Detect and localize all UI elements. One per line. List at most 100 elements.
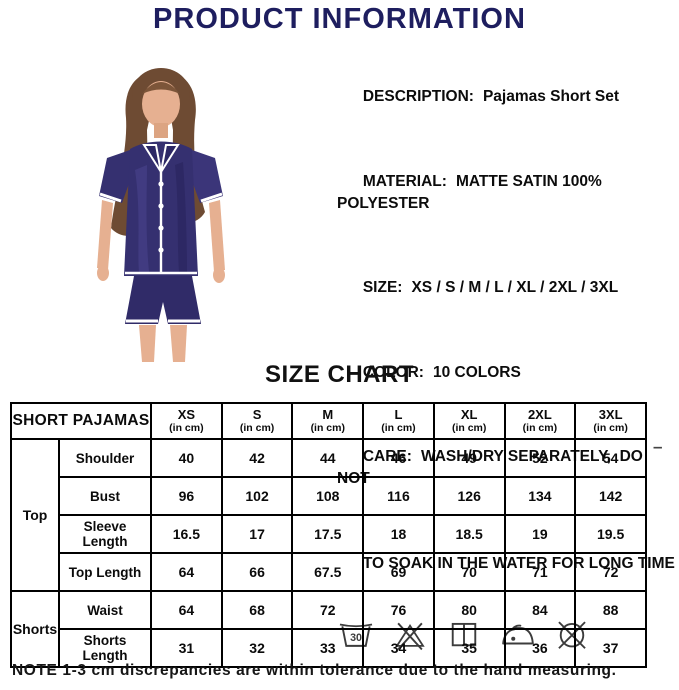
measurement-value: 72 xyxy=(291,590,365,630)
measurement-value: 37 xyxy=(574,628,647,668)
measurement-value: 96 xyxy=(150,476,223,516)
measurement-value: 64 xyxy=(150,590,223,630)
detail-label: DESCRIPTION: xyxy=(362,88,474,105)
measurement-value: 42 xyxy=(220,438,294,478)
measurement-value: 71 xyxy=(503,552,577,592)
arm-left xyxy=(97,200,113,270)
detail-material: MATERIAL: MATTE SATIN 100% POLYESTER xyxy=(337,149,675,237)
size-column-header: XS (in cm) xyxy=(150,402,223,440)
measurement-value: 49 xyxy=(432,438,506,478)
row-group-label: Shorts xyxy=(10,590,60,668)
table-row: Sleeve Length 16.5 17 17.5 18 18.5 19 19.5 xyxy=(11,514,647,554)
measurement-value: 44 xyxy=(291,438,365,478)
cuff-trim-right xyxy=(200,192,223,203)
lapel-left xyxy=(142,144,162,173)
size-column-header: M (in cm) xyxy=(291,402,365,440)
sleeve-left xyxy=(99,150,131,203)
size-column-header: XL (in cm) xyxy=(432,402,506,440)
dash-mark: – xyxy=(653,437,663,456)
measurement-value: 67.5 xyxy=(291,552,365,592)
measurement-value: 142 xyxy=(574,476,647,516)
size-column-header: L (in cm) xyxy=(362,402,435,440)
measurement-value: 16.5 xyxy=(150,514,223,554)
size-chart-title: SIZE CHART xyxy=(265,361,414,388)
neck xyxy=(154,123,168,138)
measurement-value: 80 xyxy=(432,590,506,630)
face xyxy=(142,81,180,127)
size-column-header: 2XL (in cm) xyxy=(503,402,577,440)
measurement-value: 40 xyxy=(150,438,223,478)
detail-value: 10 COLORS xyxy=(432,363,521,381)
measurement-value: 116 xyxy=(362,476,435,516)
detail-value: Pajamas Short Set xyxy=(482,88,620,105)
product-photo xyxy=(55,60,327,362)
detail-size: SIZE: XS / S / M / L / XL / 2XL / 3XL xyxy=(337,255,675,321)
measurement-value: 68 xyxy=(220,590,294,630)
measurement-value: 18 xyxy=(362,514,435,554)
button xyxy=(158,247,164,253)
size-column-header: 3XL (in cm) xyxy=(574,402,647,440)
measurement-value: 108 xyxy=(291,476,365,516)
table-row: Bust 96 102 108 116 126 134 142 xyxy=(11,476,647,516)
table-header-row: SHORT PAJAMAS XS (in cm) S (in cm) M (in cm) L(… xyxy=(9,402,647,440)
detail-label: MATERIAL: xyxy=(362,172,447,190)
hair-fringe xyxy=(142,82,180,94)
detail-label: COLOR: xyxy=(362,363,424,381)
satin-highlight xyxy=(135,165,149,272)
hand-left xyxy=(97,265,109,281)
lapel-right xyxy=(160,144,180,173)
table-row: Shorts Waist 64 68 72 76 80 84 88 xyxy=(10,590,647,668)
cuff-trim-left xyxy=(99,192,122,203)
detail-label: SIZE: xyxy=(362,279,403,296)
button xyxy=(158,225,164,231)
model-illustration xyxy=(97,68,225,362)
sleeve-right xyxy=(191,150,223,203)
measurement-label: Top Length xyxy=(57,552,153,592)
measurement-label: Bust xyxy=(57,476,153,516)
detail-value: XS / S / M / L / XL / 2XL / 3XL xyxy=(411,279,619,296)
measurement-value: 19.5 xyxy=(574,514,647,554)
leg-right xyxy=(170,325,187,362)
hand-right xyxy=(213,267,225,283)
tolerance-note: NOTE 1-3 cm discrepancies are within tol… xyxy=(12,662,617,679)
leg-left xyxy=(139,325,156,362)
measurement-value: 35 xyxy=(432,628,506,668)
measurement-label: Waist xyxy=(57,590,153,630)
size-column-header: S (in cm) xyxy=(220,402,294,440)
detail-value: MATTE SATIN 100% POLYESTER xyxy=(337,172,607,212)
measurement-value: 88 xyxy=(574,590,647,630)
measurement-value: 52 xyxy=(503,438,577,478)
arm-right xyxy=(209,200,225,272)
measurement-label: Sleeve Length xyxy=(57,514,153,554)
measurement-value: 34 xyxy=(362,628,435,668)
table-row: Shorts Length 31 32 33 34 35 36 37 xyxy=(11,628,647,668)
measurement-value: 69 xyxy=(362,552,435,592)
measurement-value: 66 xyxy=(220,552,294,592)
measurement-value: 134 xyxy=(503,476,577,516)
measurement-value: 126 xyxy=(432,476,506,516)
measurement-value: 18.5 xyxy=(432,514,506,554)
measurement-value: 33 xyxy=(291,628,365,668)
measurement-value: 54 xyxy=(574,438,647,478)
row-group-label: Top xyxy=(10,438,60,592)
table-corner-header: SHORT PAJAMAS xyxy=(9,402,153,440)
measurement-value: 72 xyxy=(574,552,647,592)
measurement-value: 32 xyxy=(220,628,294,668)
button xyxy=(158,181,164,187)
button xyxy=(158,203,164,209)
measurement-label: Shoulder xyxy=(57,438,153,478)
measurement-value: 64 xyxy=(150,552,223,592)
measurement-value: 70 xyxy=(432,552,506,592)
pajama-shorts xyxy=(125,276,201,324)
size-chart-table: SHORT PAJAMAS XS (in cm) S (in cm) M (in cm) L(… xyxy=(9,402,647,668)
measurement-value: 31 xyxy=(150,628,223,668)
measurement-value: 17.5 xyxy=(291,514,365,554)
measurement-value: 19 xyxy=(503,514,577,554)
table-row: Top Length 64 66 67.5 69 70 71 72 xyxy=(11,552,647,592)
detail-description: DESCRIPTION: Pajamas Short Set xyxy=(337,64,675,130)
measurement-value: 84 xyxy=(503,590,577,630)
measurement-value: 102 xyxy=(220,476,294,516)
table-row: Top Shoulder 40 42 44 46 49 52 54 xyxy=(10,438,647,592)
measurement-value: 17 xyxy=(220,514,294,554)
